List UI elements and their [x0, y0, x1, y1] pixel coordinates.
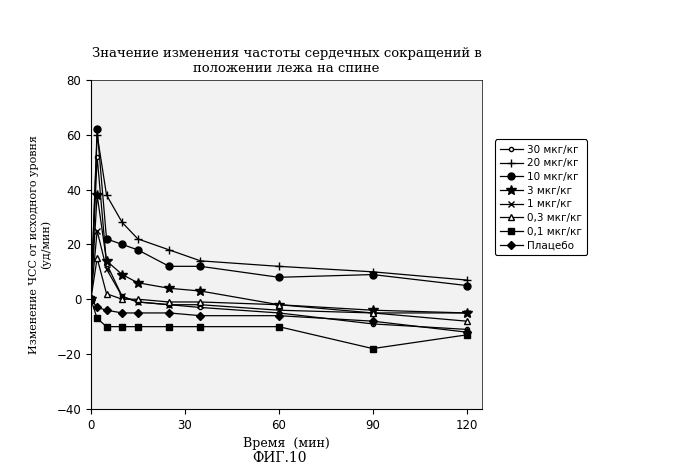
0,3 мкг/кг — [165, 299, 173, 305]
Плацебо — [102, 307, 110, 313]
0,3 мкг/кг — [93, 255, 101, 261]
0,3 мкг/кг — [102, 291, 110, 297]
Line: 0,1 мкг/кг: 0,1 мкг/кг — [88, 297, 470, 352]
Title: Значение изменения частоты сердечных сокращений в
положении лежа на спине: Значение изменения частоты сердечных сок… — [92, 47, 482, 75]
10 мкг/кг — [102, 236, 110, 242]
10 мкг/кг — [196, 264, 205, 269]
0,1 мкг/кг — [87, 297, 95, 302]
Line: 1 мкг/кг: 1 мкг/кг — [87, 227, 470, 316]
20 мкг/кг — [196, 258, 205, 264]
20 мкг/кг — [463, 277, 471, 283]
3 мкг/кг — [87, 297, 95, 302]
20 мкг/кг — [118, 219, 127, 225]
Плацебо — [87, 297, 95, 302]
3 мкг/кг — [196, 288, 205, 294]
1 мкг/кг — [134, 299, 142, 305]
20 мкг/кг — [102, 192, 110, 198]
10 мкг/кг — [134, 247, 142, 253]
0,1 мкг/кг — [275, 324, 283, 329]
1 мкг/кг — [93, 228, 101, 234]
20 мкг/кг — [165, 247, 173, 253]
0,3 мкг/кг — [275, 302, 283, 307]
0,1 мкг/кг — [118, 324, 127, 329]
1 мкг/кг — [102, 266, 110, 272]
1 мкг/кг — [165, 302, 173, 307]
10 мкг/кг — [87, 297, 95, 302]
Y-axis label: Изменение ЧСС от исходного уровня
(уд/мин): Изменение ЧСС от исходного уровня (уд/ми… — [29, 135, 51, 354]
30 мкг/кг — [275, 310, 283, 316]
0,1 мкг/кг — [165, 324, 173, 329]
Плацебо — [134, 310, 142, 316]
10 мкг/кг — [275, 274, 283, 280]
Плацебо — [368, 318, 377, 324]
0,3 мкг/кг — [118, 297, 127, 302]
20 мкг/кг — [87, 297, 95, 302]
Line: 0,3 мкг/кг: 0,3 мкг/кг — [87, 255, 470, 325]
Line: 20 мкг/кг: 20 мкг/кг — [87, 131, 471, 304]
Плацебо — [165, 310, 173, 316]
10 мкг/кг — [118, 242, 127, 247]
30 мкг/кг — [93, 154, 101, 159]
10 мкг/кг — [165, 264, 173, 269]
0,1 мкг/кг — [102, 324, 110, 329]
30 мкг/кг — [102, 261, 110, 266]
Line: 3 мкг/кг: 3 мкг/кг — [86, 190, 472, 318]
0,3 мкг/кг — [368, 310, 377, 316]
1 мкг/кг — [463, 310, 471, 316]
3 мкг/кг — [275, 302, 283, 307]
0,1 мкг/кг — [196, 324, 205, 329]
3 мкг/кг — [118, 272, 127, 277]
3 мкг/кг — [368, 307, 377, 313]
Line: 30 мкг/кг: 30 мкг/кг — [89, 155, 469, 331]
0,3 мкг/кг — [196, 299, 205, 305]
20 мкг/кг — [134, 236, 142, 242]
30 мкг/кг — [165, 302, 173, 307]
Плацебо — [118, 310, 127, 316]
20 мкг/кг — [368, 269, 377, 274]
3 мкг/кг — [463, 310, 471, 316]
1 мкг/кг — [118, 294, 127, 299]
3 мкг/кг — [93, 192, 101, 198]
30 мкг/кг — [87, 297, 95, 302]
3 мкг/кг — [102, 258, 110, 264]
30 мкг/кг — [368, 321, 377, 327]
30 мкг/кг — [134, 299, 142, 305]
10 мкг/кг — [368, 272, 377, 277]
1 мкг/кг — [87, 297, 95, 302]
3 мкг/кг — [134, 280, 142, 286]
Плацебо — [196, 313, 205, 319]
10 мкг/кг — [93, 126, 101, 132]
20 мкг/кг — [93, 132, 101, 138]
Плацебо — [93, 305, 101, 310]
20 мкг/кг — [275, 264, 283, 269]
0,1 мкг/кг — [368, 346, 377, 352]
0,1 мкг/кг — [134, 324, 142, 329]
30 мкг/кг — [463, 327, 471, 332]
30 мкг/кг — [118, 294, 127, 299]
3 мкг/кг — [165, 285, 173, 291]
1 мкг/кг — [196, 302, 205, 307]
Legend: 30 мкг/кг, 20 мкг/кг, 10 мкг/кг, 3 мкг/кг, 1 мкг/кг, 0,3 мкг/кг, 0,1 мкг/кг, Пла: 30 мкг/кг, 20 мкг/кг, 10 мкг/кг, 3 мкг/к… — [494, 140, 587, 255]
0,3 мкг/кг — [134, 297, 142, 302]
0,3 мкг/кг — [463, 318, 471, 324]
30 мкг/кг — [196, 305, 205, 310]
Плацебо — [463, 329, 471, 335]
Line: 10 мкг/кг: 10 мкг/кг — [87, 126, 470, 303]
Line: Плацебо: Плацебо — [88, 297, 470, 335]
0,3 мкг/кг — [87, 297, 95, 302]
10 мкг/кг — [463, 282, 471, 288]
Text: ФИГ.10: ФИГ.10 — [252, 451, 307, 465]
0,1 мкг/кг — [463, 332, 471, 337]
1 мкг/кг — [368, 310, 377, 316]
1 мкг/кг — [275, 307, 283, 313]
Плацебо — [275, 313, 283, 319]
0,1 мкг/кг — [93, 316, 101, 321]
X-axis label: Время  (мин): Время (мин) — [243, 437, 330, 450]
